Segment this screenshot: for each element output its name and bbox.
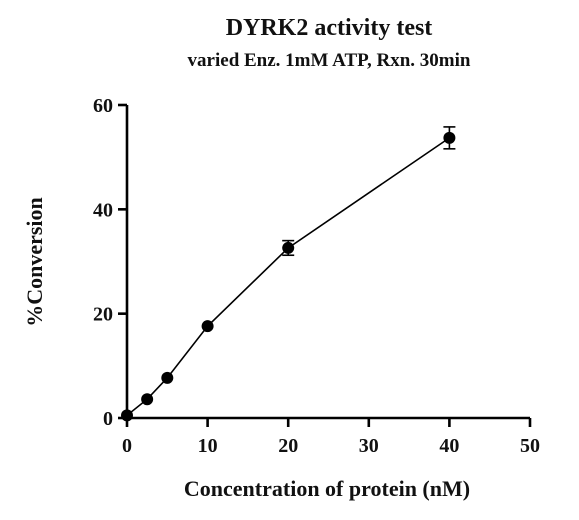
data-point [201,320,214,333]
chart-subtitle: varied Enz. 1mM ATP, Rxn. 30min [188,50,471,71]
data-point [161,371,174,384]
data-point [141,393,154,406]
data-point [282,241,295,254]
y-tick-label: 0 [103,408,113,430]
y-tick-label: 60 [93,95,113,117]
x-tick-label: 40 [439,435,459,457]
y-axis-ticks: 0 20 40 60 [93,95,127,430]
plot-area [121,126,456,422]
x-tick-label: 50 [520,435,540,457]
x-tick-label: 0 [122,435,132,457]
x-axis-label: Concentration of protein (nM) [184,476,470,501]
y-tick-label: 20 [93,304,113,326]
y-axis-label: %Conversion [22,197,47,327]
data-point [443,131,456,144]
chart-title: DYRK2 activity test [226,15,433,41]
x-tick-label: 20 [278,435,298,457]
series-line [126,137,450,417]
x-axis-ticks: 0 10 20 30 40 50 [122,418,540,457]
x-tick-label: 10 [198,435,218,457]
y-tick-label: 40 [93,199,113,221]
x-tick-label: 30 [359,435,379,457]
